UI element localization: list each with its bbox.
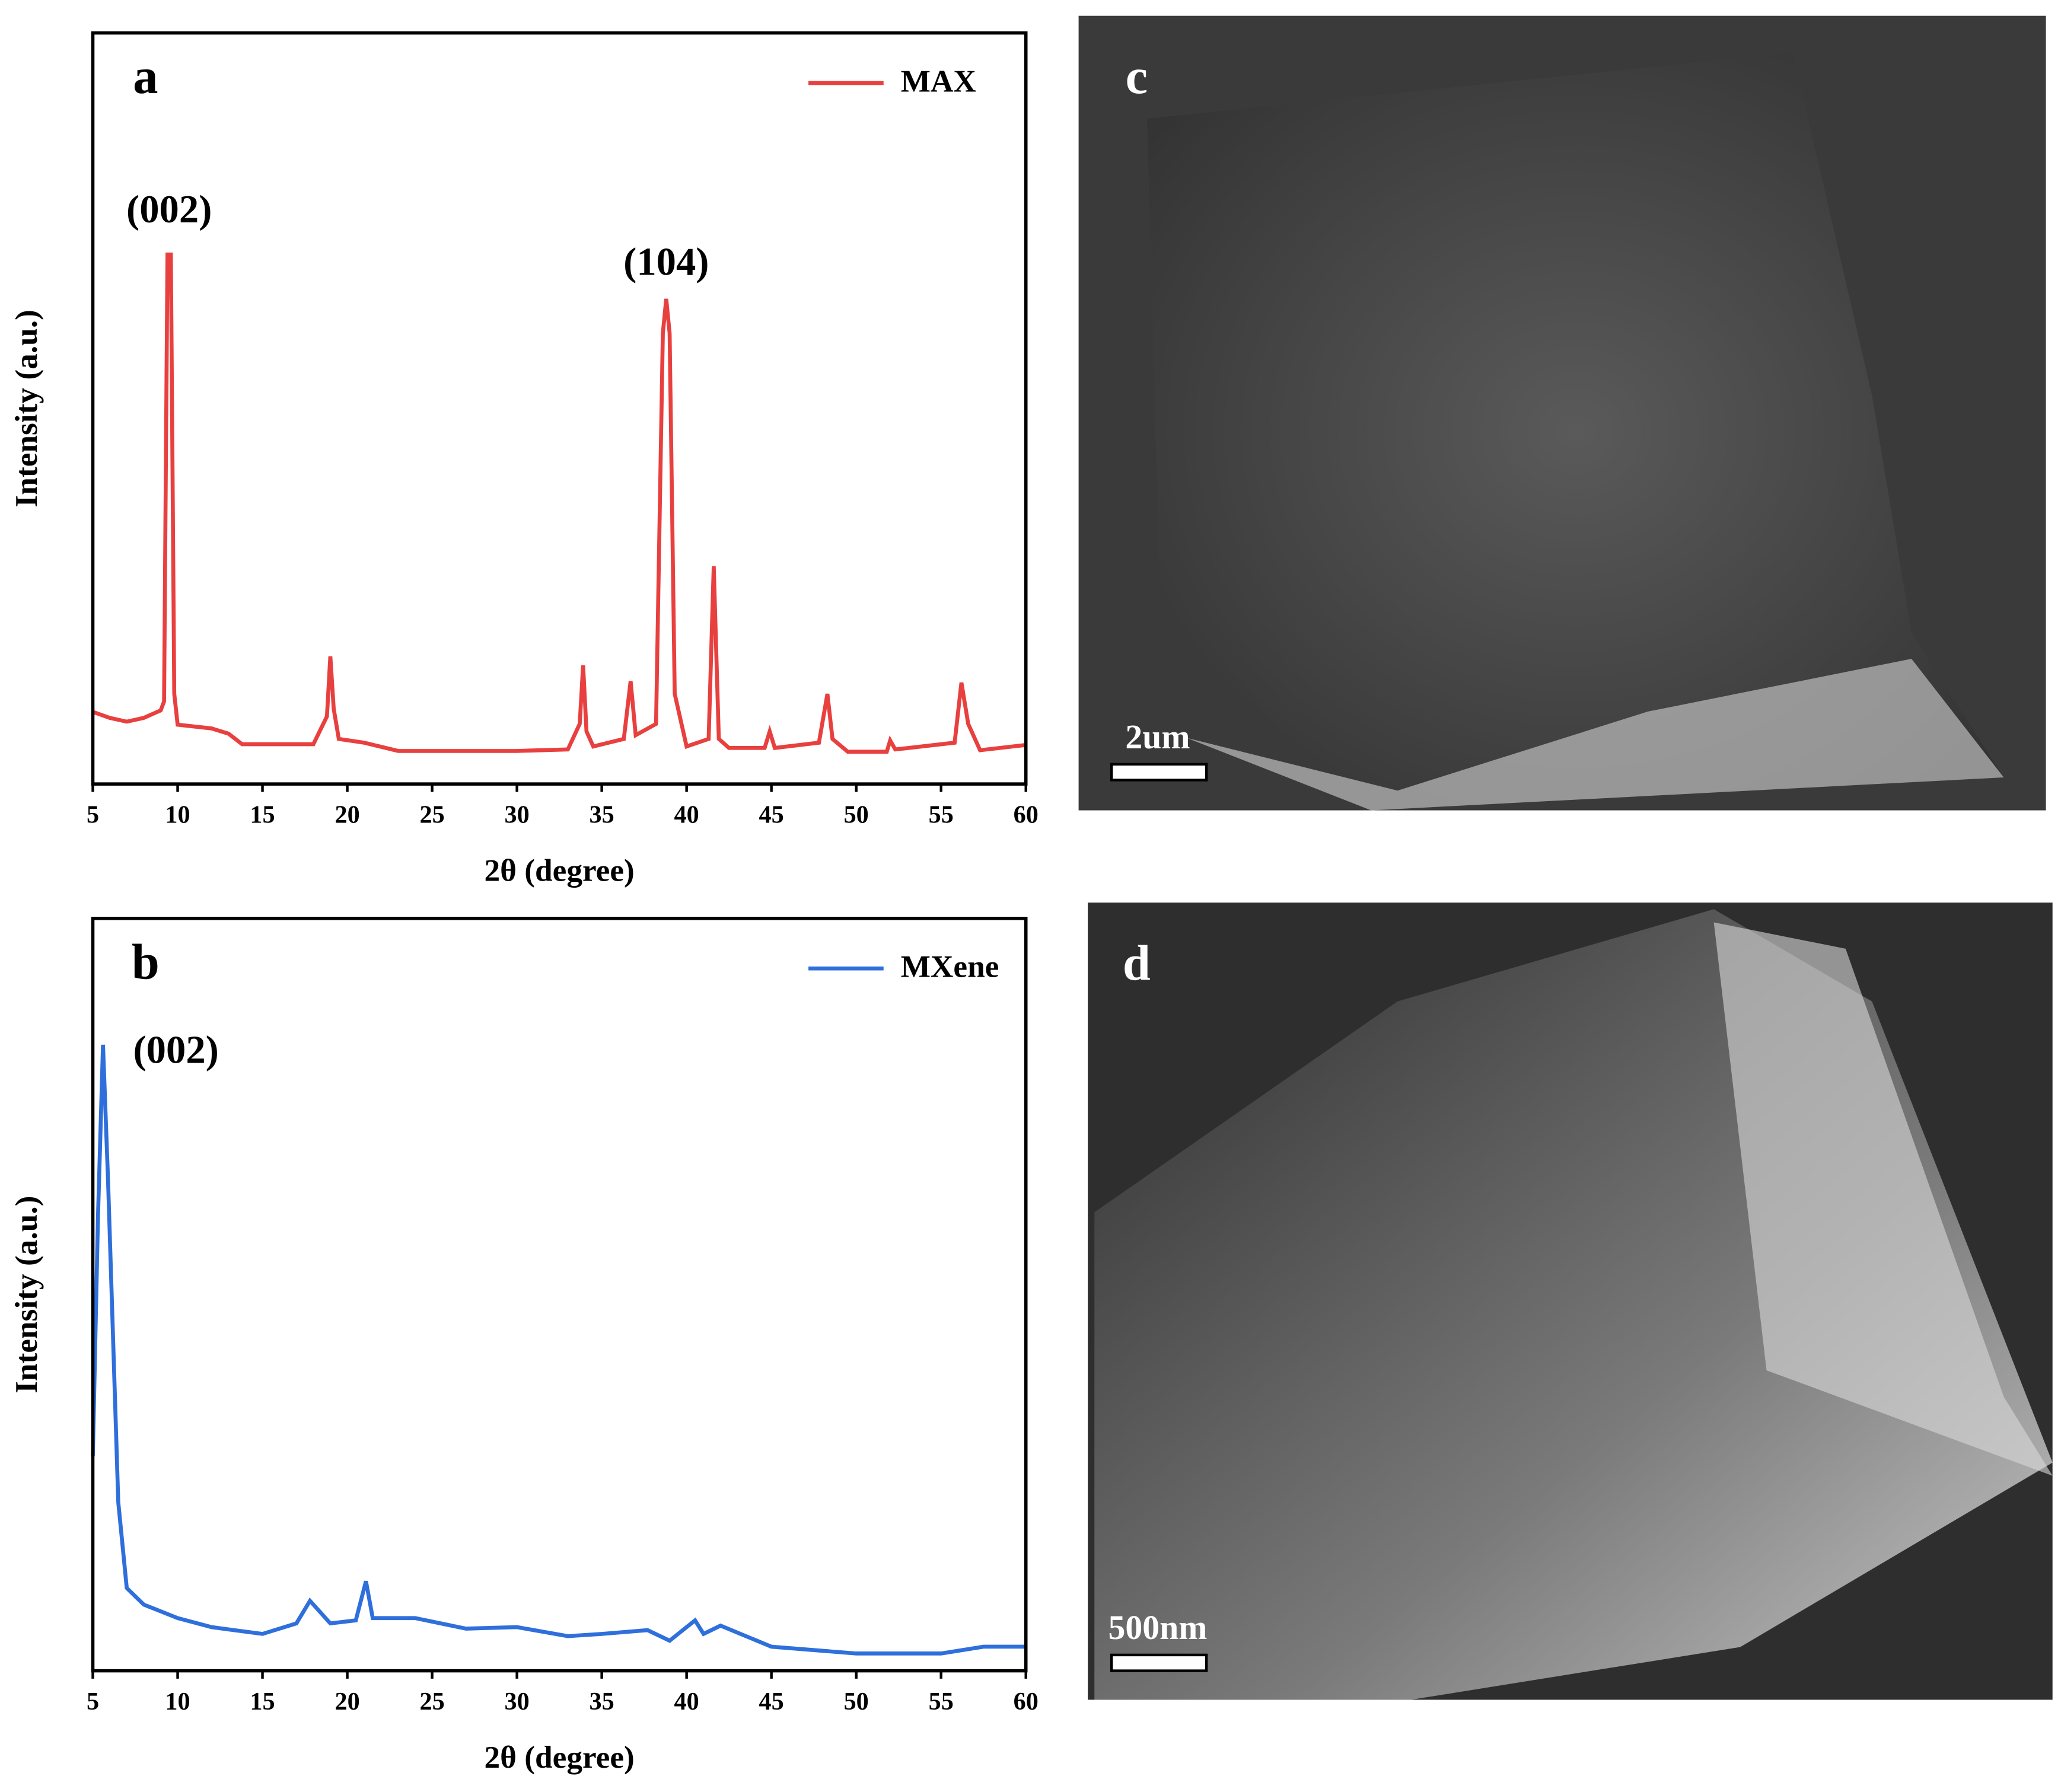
panel-label: b — [132, 935, 160, 990]
x-tick-label: 15 — [250, 801, 275, 828]
x-tick-label: 30 — [505, 801, 530, 828]
legend-label: MAX — [901, 63, 976, 98]
x-tick-label: 40 — [674, 1688, 699, 1716]
panel-label: a — [133, 49, 158, 104]
scale-bar-label: 2um — [1125, 719, 1190, 756]
x-tick-label: 35 — [590, 1688, 614, 1716]
x-tick-label: 60 — [1014, 1688, 1039, 1716]
x-tick-label: 35 — [590, 801, 614, 828]
x-axis-label: 2θ (degree) — [484, 852, 634, 888]
x-tick-label: 45 — [759, 801, 784, 828]
sem-edge — [1186, 659, 2004, 811]
x-tick-label: 20 — [335, 801, 359, 828]
data-line — [91, 1044, 1026, 1656]
x-tick-label: 20 — [335, 1688, 359, 1716]
panel-label: c — [1126, 49, 1148, 104]
x-tick-label: 25 — [419, 801, 444, 828]
peak-annotation: (002) — [133, 1028, 218, 1072]
x-tick-label: 5 — [87, 1688, 99, 1716]
y-axis-label: Intensity (a.u.) — [8, 310, 44, 507]
x-tick-label: 40 — [674, 801, 699, 828]
legend-label: MXene — [901, 949, 999, 984]
x-tick-label: 5 — [87, 801, 99, 828]
x-axis-label: 2θ (degree) — [484, 1739, 634, 1775]
peak-annotation: (002) — [126, 188, 212, 231]
data-line — [92, 252, 1027, 754]
x-tick-label: 15 — [250, 1688, 275, 1716]
scale-bar — [1110, 1653, 1208, 1672]
x-tick-label: 50 — [844, 1688, 869, 1716]
sem-edge — [1713, 922, 2053, 1476]
scale-bar — [1110, 763, 1208, 782]
x-tick-label: 45 — [759, 1688, 784, 1716]
y-axis-label: Intensity (a.u.) — [8, 1196, 44, 1394]
x-tick-label: 55 — [929, 1688, 954, 1716]
x-tick-label: 30 — [505, 1688, 530, 1716]
peak-annotation: (104) — [623, 240, 709, 283]
plot-frame — [91, 916, 1028, 1673]
scale-bar-label: 500nm — [1108, 1609, 1207, 1647]
plot-frame — [91, 31, 1028, 786]
x-tick-label: 10 — [165, 1688, 190, 1716]
x-tick-label: 50 — [844, 801, 869, 828]
panel-label: d — [1123, 936, 1151, 991]
x-tick-label: 25 — [419, 1688, 444, 1716]
x-tick-label: 60 — [1014, 801, 1039, 828]
sem-flake — [1147, 52, 2004, 811]
x-tick-label: 55 — [929, 801, 954, 828]
x-tick-label: 10 — [165, 801, 190, 828]
